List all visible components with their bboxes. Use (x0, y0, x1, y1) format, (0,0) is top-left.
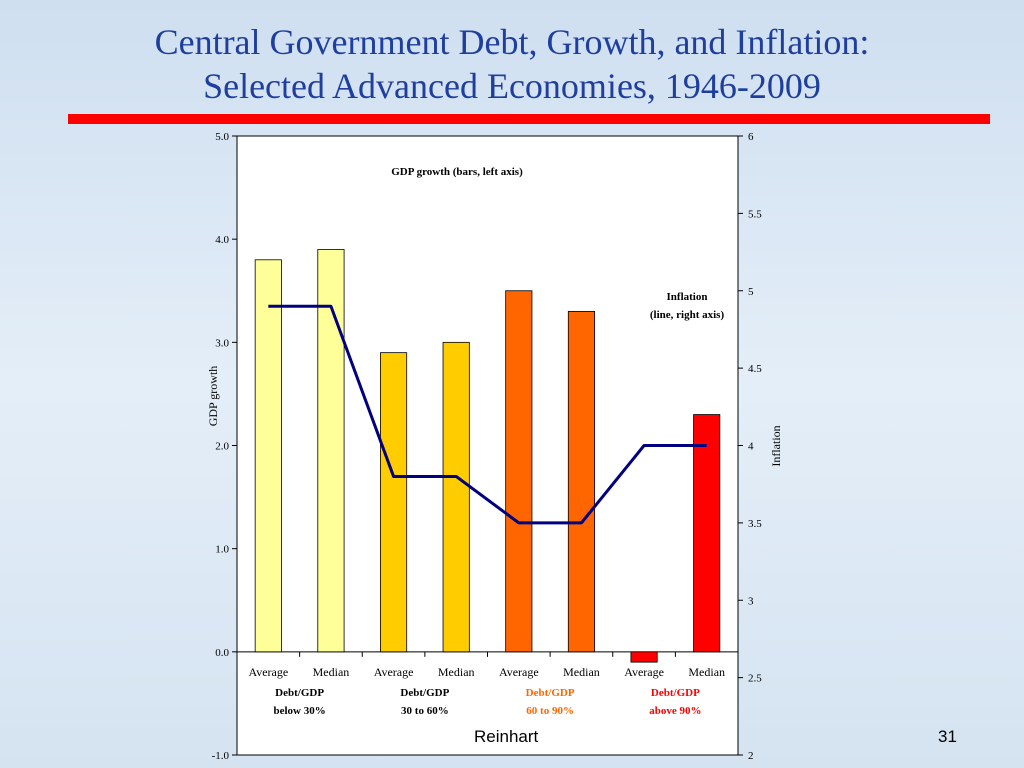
group-label-line2: above 90% (649, 705, 701, 717)
gdp-growth-bar (317, 249, 345, 653)
gdp-growth-bar (630, 651, 658, 663)
footer-author: Reinhart (474, 727, 539, 746)
gdp-growth-bar (254, 259, 282, 653)
group-label-line1: Debt/GDP (400, 687, 449, 699)
category-label: Average (499, 665, 539, 679)
left-axis-title: GDP growth (206, 366, 220, 427)
category-label: Median (313, 665, 350, 679)
right-axis-title: Inflation (769, 425, 783, 466)
group-label-line2: below 30% (274, 705, 326, 717)
category-label: Median (438, 665, 475, 679)
gdp-growth-bar (693, 414, 721, 653)
category-label: Average (374, 665, 414, 679)
category-label: Median (563, 665, 600, 679)
bars-series-label: GDP growth (bars, left axis) (391, 166, 523, 178)
right-tick-label: 3 (748, 595, 754, 607)
left-tick-label: 3.0 (215, 337, 229, 349)
category-label: Median (688, 665, 725, 679)
group-label-line2: 60 to 90% (526, 705, 574, 717)
right-tick-label: 4.5 (748, 363, 762, 375)
group-label-line1: Debt/GDP (526, 687, 575, 699)
category-label: Average (248, 665, 288, 679)
title-divider (68, 114, 990, 124)
left-tick-label: 0.0 (215, 647, 229, 659)
left-tick-label: 5.0 (215, 131, 229, 143)
left-tick-label: -1.0 (212, 750, 230, 762)
group-label-line1: Debt/GDP (275, 687, 324, 699)
group-label-line1: Debt/GDP (651, 687, 700, 699)
title-line-1: Central Government Debt, Growth, and Inf… (154, 22, 870, 62)
page-number: 31 (938, 727, 957, 746)
inflation-line (268, 304, 707, 525)
left-tick-label: 1.0 (215, 544, 229, 556)
slide-title: Central Government Debt, Growth, and Inf… (0, 20, 1024, 108)
title-line-2: Selected Advanced Economies, 1946-2009 (203, 66, 821, 106)
right-tick-label: 2.5 (748, 673, 762, 685)
right-tick-label: 2 (748, 750, 754, 762)
left-tick-label: 2.0 (215, 441, 229, 453)
gdp-growth-bar (442, 341, 470, 653)
right-tick-label: 6 (748, 131, 754, 143)
category-label: Average (624, 665, 664, 679)
left-tick-label: 4.0 (215, 234, 229, 246)
gdp-growth-bar (380, 352, 408, 653)
group-label-line2: 30 to 60% (401, 705, 449, 717)
right-tick-label: 5.5 (748, 208, 762, 220)
line-series-label: Inflation (667, 291, 708, 303)
gdp-growth-bar (567, 310, 595, 653)
right-tick-label: 4 (748, 441, 754, 453)
gdp-growth-bar (505, 290, 533, 653)
right-tick-label: 3.5 (748, 518, 762, 530)
line-series-label-2: (line, right axis) (650, 309, 725, 321)
right-tick-label: 5 (748, 286, 754, 298)
